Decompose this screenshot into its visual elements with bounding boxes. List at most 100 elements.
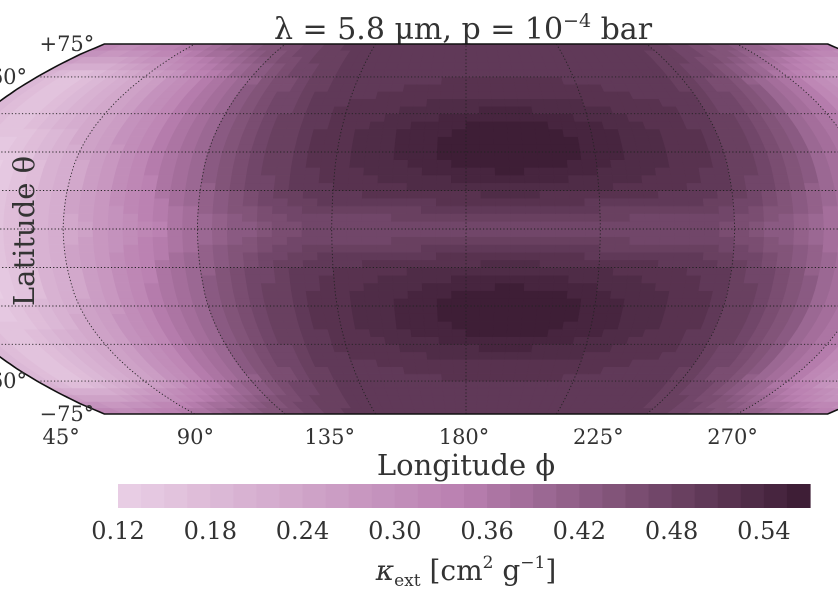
field-cell bbox=[626, 174, 643, 184]
field-cell bbox=[465, 282, 481, 291]
field-cell bbox=[49, 197, 67, 207]
field-cell bbox=[335, 151, 352, 160]
field-cell bbox=[591, 136, 609, 145]
longitude-tick-labels: 45°90°135°180°225°270°315° bbox=[42, 425, 757, 449]
field-cell bbox=[453, 373, 467, 382]
field-cell bbox=[428, 373, 443, 382]
field-cell bbox=[308, 144, 325, 153]
field-cell bbox=[422, 159, 438, 168]
field-cell bbox=[569, 236, 586, 245]
field-cell bbox=[406, 259, 423, 268]
field-cell bbox=[39, 174, 57, 184]
field-cell bbox=[526, 83, 542, 92]
field-cell bbox=[256, 236, 273, 245]
field-cell bbox=[647, 313, 665, 322]
field-cell bbox=[406, 244, 422, 253]
field-cell bbox=[386, 98, 403, 107]
field-cell bbox=[216, 167, 234, 176]
field-cell bbox=[420, 213, 437, 222]
field-cell bbox=[465, 190, 482, 199]
field-cell bbox=[792, 205, 809, 214]
field-cell bbox=[673, 251, 690, 261]
field-cell bbox=[793, 236, 810, 245]
field-cell bbox=[373, 98, 390, 107]
field-cell bbox=[568, 182, 585, 191]
field-cell bbox=[509, 174, 526, 184]
field-cell bbox=[817, 407, 838, 414]
field-cell bbox=[747, 251, 764, 261]
field-cell bbox=[642, 182, 659, 191]
field-cell bbox=[635, 144, 653, 153]
field-cell bbox=[203, 290, 221, 299]
field-cell bbox=[478, 358, 493, 368]
field-cell bbox=[814, 167, 833, 176]
field-cell bbox=[311, 321, 329, 330]
field-cell bbox=[719, 221, 735, 230]
field-cell bbox=[182, 228, 198, 237]
field-cell bbox=[628, 251, 645, 261]
field-cell bbox=[479, 336, 494, 345]
field-cell bbox=[538, 174, 555, 184]
field-cell bbox=[63, 205, 80, 214]
field-cell bbox=[579, 305, 596, 315]
field-cell bbox=[495, 205, 512, 214]
field-cell bbox=[388, 358, 404, 368]
field-cell bbox=[258, 182, 276, 191]
field-cell bbox=[492, 328, 508, 338]
field-cell bbox=[584, 236, 601, 245]
field-cell bbox=[595, 44, 613, 51]
field-cell bbox=[727, 167, 745, 176]
field-cell bbox=[689, 213, 705, 222]
field-cell bbox=[167, 213, 184, 222]
field-cell bbox=[585, 44, 603, 51]
field-cell bbox=[480, 244, 497, 253]
field-cell bbox=[213, 190, 230, 199]
field-cell bbox=[301, 244, 318, 253]
field-cell bbox=[465, 98, 480, 107]
field-cell bbox=[560, 121, 577, 130]
field-cell bbox=[319, 282, 336, 291]
field-cell bbox=[613, 190, 630, 199]
field-cell bbox=[793, 213, 810, 222]
field-cell bbox=[789, 182, 807, 191]
field-cell bbox=[465, 197, 482, 207]
field-cell bbox=[420, 244, 437, 253]
field-cell bbox=[490, 366, 505, 375]
lon-tick-label: 45° bbox=[42, 425, 79, 449]
field-cell bbox=[565, 297, 582, 307]
field-cell bbox=[514, 366, 530, 375]
field-cell bbox=[745, 182, 762, 191]
field-cell bbox=[406, 205, 422, 214]
field-cell bbox=[336, 305, 353, 315]
field-cell bbox=[550, 144, 567, 153]
field-cell bbox=[540, 228, 556, 237]
field-cell bbox=[109, 259, 127, 268]
field-cell bbox=[257, 244, 274, 253]
colorbar-segment bbox=[417, 484, 442, 508]
field-cell bbox=[292, 151, 309, 160]
field-cell bbox=[436, 151, 453, 160]
field-cell bbox=[394, 305, 410, 315]
field-cell bbox=[584, 197, 601, 207]
colorbar-segment bbox=[302, 484, 327, 508]
field-cell bbox=[436, 297, 453, 307]
field-cell bbox=[133, 297, 152, 307]
field-cell bbox=[50, 259, 68, 268]
field-cell bbox=[465, 174, 482, 184]
colorbar-tick-label: 0.24 bbox=[276, 517, 329, 545]
field-cell bbox=[129, 282, 147, 291]
field-cell bbox=[528, 91, 544, 99]
field-cell bbox=[212, 244, 229, 253]
field-cell bbox=[391, 205, 407, 214]
field-cell bbox=[272, 190, 290, 199]
field-cell bbox=[249, 151, 266, 160]
field-cell bbox=[824, 321, 838, 330]
field-cell bbox=[524, 267, 541, 276]
field-cell bbox=[422, 401, 435, 409]
field-cell bbox=[272, 259, 290, 268]
field-cell bbox=[298, 44, 317, 51]
field-cell bbox=[787, 274, 805, 284]
field-cell bbox=[433, 49, 446, 57]
field-cell bbox=[532, 113, 548, 122]
field-cell bbox=[265, 305, 283, 315]
